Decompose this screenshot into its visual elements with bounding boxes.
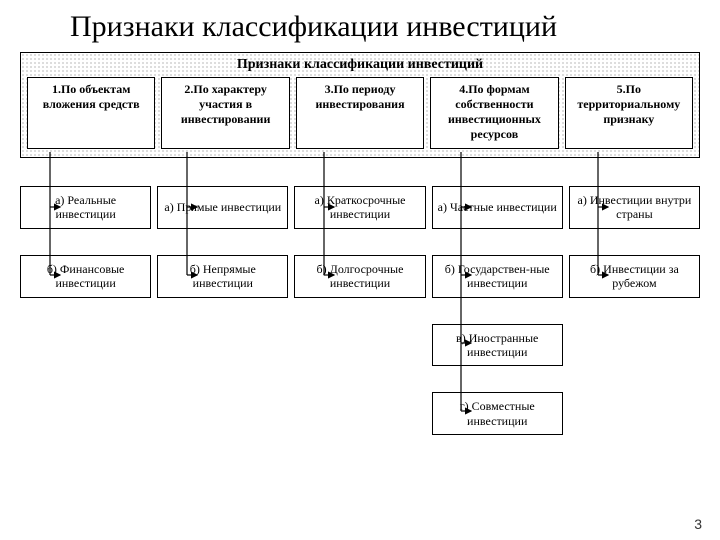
- sub-4b: б) Государствен-ные инвестиции: [432, 255, 563, 298]
- sub-5b: б) Инвестиции за рубежом: [569, 255, 700, 298]
- main-box-3: 3.По периоду инвестирования: [296, 77, 424, 149]
- sub-3b: б) Долгосрочные инвестиции: [294, 255, 425, 298]
- diagram-container: Признаки классификации инвестиций 1.По о…: [20, 52, 700, 435]
- sub-5a: а) Инвестиции внутри страны: [569, 186, 700, 229]
- main-box-2: 2.По характеру участия в инвестировании: [161, 77, 289, 149]
- sub-rows: а) Реальные инвестиции а) Прямые инвести…: [20, 186, 700, 435]
- sub-row-a: а) Реальные инвестиции а) Прямые инвести…: [20, 186, 700, 229]
- sub-2a: а) Прямые инвестиции: [157, 186, 288, 229]
- page-number: 3: [694, 516, 702, 532]
- sub-4a: а) Частные инвестиции: [432, 186, 563, 229]
- slide-title: Признаки классификации инвестиций: [0, 0, 720, 52]
- main-box-5: 5.По территориальному признаку: [565, 77, 693, 149]
- header-band: Признаки классификации инвестиций 1.По о…: [20, 52, 700, 158]
- sub-4c: в) Иностранные инвестиции: [432, 324, 563, 367]
- sub-4d: г) Совместные инвестиции: [432, 392, 563, 435]
- sub-3a: а) Краткосрочные инвестиции: [294, 186, 425, 229]
- sub-2b: б) Непрямые инвестиции: [157, 255, 288, 298]
- main-box-1: 1.По объектам вложения средств: [27, 77, 155, 149]
- sub-row-d: г) Совместные инвестиции: [20, 392, 700, 435]
- sub-1b: б) Финансовые инвестиции: [20, 255, 151, 298]
- main-row: 1.По объектам вложения средств 2.По хара…: [27, 77, 693, 149]
- main-box-4: 4.По формам собственности инвестиционных…: [430, 77, 558, 149]
- sub-row-c: в) Иностранные инвестиции: [20, 324, 700, 367]
- band-title: Признаки классификации инвестиций: [27, 57, 693, 73]
- sub-1a: а) Реальные инвестиции: [20, 186, 151, 229]
- sub-row-b: б) Финансовые инвестиции б) Непрямые инв…: [20, 255, 700, 298]
